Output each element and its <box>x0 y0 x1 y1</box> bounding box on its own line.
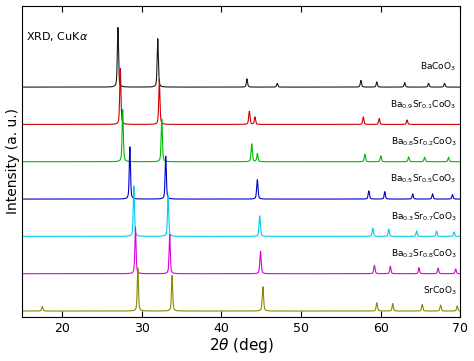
Text: Ba$_{0.8}$Sr$_{0.2}$CoO$_3$: Ba$_{0.8}$Sr$_{0.2}$CoO$_3$ <box>391 135 456 148</box>
Text: Ba$_{0.2}$Sr$_{0.8}$CoO$_3$: Ba$_{0.2}$Sr$_{0.8}$CoO$_3$ <box>391 248 456 260</box>
X-axis label: 2$\theta$ (deg): 2$\theta$ (deg) <box>209 336 274 356</box>
Text: Ba$_{0.5}$Sr$_{0.5}$CoO$_3$: Ba$_{0.5}$Sr$_{0.5}$CoO$_3$ <box>390 173 456 185</box>
Text: Ba$_{0.9}$Sr$_{0.1}$CoO$_3$: Ba$_{0.9}$Sr$_{0.1}$CoO$_3$ <box>390 98 456 111</box>
Text: Ba$_{0.3}$Sr$_{0.7}$CoO$_3$: Ba$_{0.3}$Sr$_{0.7}$CoO$_3$ <box>391 210 456 223</box>
Y-axis label: Intensity (a. u.): Intensity (a. u.) <box>6 108 19 214</box>
Text: XRD, CuK$\alpha$: XRD, CuK$\alpha$ <box>27 30 89 43</box>
Text: SrCoO$_3$: SrCoO$_3$ <box>423 285 456 297</box>
Text: BaCoO$_3$: BaCoO$_3$ <box>420 61 456 73</box>
